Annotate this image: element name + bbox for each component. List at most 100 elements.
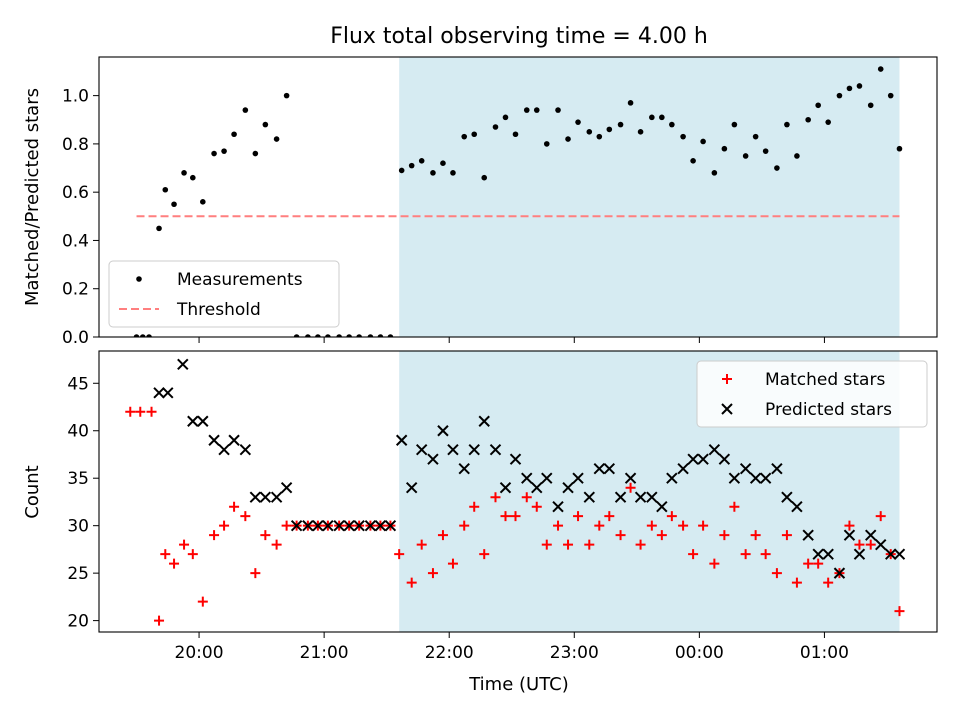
y-tick-label: 40 xyxy=(67,422,89,442)
data-point xyxy=(228,434,240,446)
data-point xyxy=(833,567,846,579)
data-point xyxy=(659,114,665,121)
data-point xyxy=(471,131,478,138)
data-point xyxy=(677,463,689,475)
data-point xyxy=(635,539,646,550)
data-point xyxy=(179,539,190,550)
data-point xyxy=(634,491,647,503)
data-point xyxy=(812,548,824,560)
data-point xyxy=(893,548,906,560)
data-point xyxy=(153,387,165,399)
data-point xyxy=(384,519,397,532)
data-point xyxy=(688,549,699,560)
data-point xyxy=(427,568,438,579)
data-point xyxy=(447,444,459,456)
data-point xyxy=(461,133,468,140)
data-point xyxy=(593,463,606,475)
data-point xyxy=(135,406,146,417)
data-point xyxy=(805,116,811,123)
data-point xyxy=(459,520,470,531)
data-point xyxy=(416,539,427,550)
data-point xyxy=(721,145,728,152)
data-point xyxy=(614,491,627,503)
y-tick-label: 20 xyxy=(67,612,89,632)
data-point xyxy=(669,121,675,128)
data-point xyxy=(562,481,574,494)
data-point xyxy=(387,334,394,337)
data-point xyxy=(229,501,240,512)
data-point xyxy=(322,519,334,532)
data-point xyxy=(468,444,480,456)
data-point xyxy=(280,481,293,494)
data-point xyxy=(440,160,446,167)
y-tick-label: 0.2 xyxy=(62,280,89,300)
data-point xyxy=(700,138,706,145)
data-point xyxy=(125,406,136,417)
data-point xyxy=(406,577,417,588)
data-point xyxy=(729,501,740,512)
x-tick-label: 01:00 xyxy=(800,643,849,663)
legend-box xyxy=(696,360,928,428)
data-point xyxy=(846,85,853,92)
data-point xyxy=(762,148,769,154)
data-point xyxy=(490,492,501,503)
data-point xyxy=(740,549,751,560)
data-point xyxy=(749,472,762,484)
data-point xyxy=(771,463,783,475)
data-point xyxy=(802,529,814,541)
data-point xyxy=(259,491,272,503)
data-point xyxy=(219,520,230,531)
data-point xyxy=(791,577,802,588)
data-point xyxy=(447,558,458,569)
data-point xyxy=(803,558,814,569)
data-point xyxy=(781,530,792,541)
y-tick-label: 0.6 xyxy=(62,183,89,203)
data-point xyxy=(146,334,152,337)
data-point xyxy=(698,520,709,531)
data-point xyxy=(678,520,689,531)
data-point xyxy=(377,334,384,337)
data-point xyxy=(218,444,230,456)
data-point xyxy=(541,472,553,484)
x-tick-label: 21:00 xyxy=(300,643,349,663)
y-tick-label: 45 xyxy=(67,374,89,394)
x-tick-label: 20:00 xyxy=(175,643,224,663)
data-point xyxy=(367,334,374,337)
data-point xyxy=(637,129,644,135)
data-point xyxy=(169,558,180,569)
data-point xyxy=(398,167,405,174)
series-measurements xyxy=(133,66,903,337)
data-point xyxy=(875,538,887,551)
data-point xyxy=(133,334,140,337)
data-point xyxy=(711,170,718,176)
data-point xyxy=(492,124,499,130)
data-point xyxy=(512,131,519,138)
series-predicted-stars xyxy=(153,358,906,579)
data-point xyxy=(252,150,259,157)
data-point xyxy=(499,481,512,494)
x-tick-label: 00:00 xyxy=(675,643,724,663)
data-point xyxy=(181,170,187,176)
data-point xyxy=(162,387,174,399)
data-point xyxy=(521,472,533,484)
data-point xyxy=(187,549,198,560)
x-axis-label: Time (UTC) xyxy=(468,674,569,695)
y-tick-label: 0.4 xyxy=(62,231,89,251)
data-point xyxy=(853,548,866,560)
data-point xyxy=(656,500,668,513)
data-point xyxy=(211,150,217,157)
y-tick-label: 30 xyxy=(67,517,89,537)
data-point xyxy=(680,133,686,140)
data-point xyxy=(603,463,616,475)
y-tick-label: 35 xyxy=(67,469,89,489)
data-point xyxy=(353,519,365,532)
axis-frame xyxy=(98,350,938,633)
data-point xyxy=(273,136,280,142)
data-point xyxy=(555,107,561,113)
data-point xyxy=(346,334,352,337)
y-tick-label: 0.8 xyxy=(62,135,89,155)
data-point xyxy=(877,66,884,72)
legend-marker xyxy=(721,403,733,415)
data-point xyxy=(646,520,657,531)
data-point xyxy=(489,444,502,456)
